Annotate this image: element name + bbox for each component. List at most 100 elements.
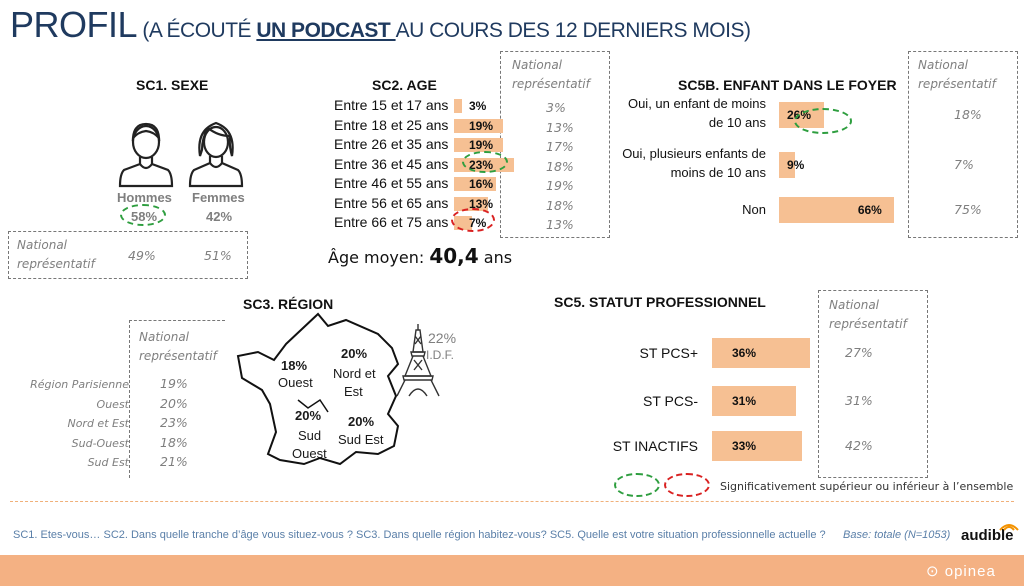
footer-base: Base: totale (N=1053) xyxy=(843,529,951,541)
map-nord-est-name2: Est xyxy=(344,384,363,399)
age-value-label: 13% xyxy=(469,196,494,211)
enfant-title: SC5B. ENFANT DANS LE FOYER xyxy=(678,77,897,93)
age-title: SC2. AGE xyxy=(372,77,437,93)
age-bar xyxy=(454,138,504,152)
statut-national-value: 27% xyxy=(845,345,873,360)
age-category-label: Entre 66 et 75 ans xyxy=(334,214,449,230)
age-bar xyxy=(454,118,504,133)
enfant-national-label: National représentatif xyxy=(918,58,996,91)
sexe-national-label: National représentatif xyxy=(17,238,95,271)
enfant-national-value: 18% xyxy=(954,107,982,122)
age-value-label: 16% xyxy=(469,177,494,191)
region-national-value: 23% xyxy=(160,415,188,430)
legend-text: Significativement supérieur ou inférieur… xyxy=(720,480,1014,493)
sexe-value-hommes: 58% xyxy=(131,209,158,224)
sexe-title: SC1. SEXE xyxy=(136,77,209,93)
age-category-label: Entre 26 et 35 ans xyxy=(334,136,449,152)
page-title: PROFIL (A ÉCOUTÉ UN PODCAST AU COURS DES… xyxy=(10,4,751,45)
region-title: SC3. RÉGION xyxy=(243,296,334,312)
enfant-national-value: 7% xyxy=(954,157,974,172)
footer-divider xyxy=(10,501,1014,502)
opinea-logo: ⊙ opinea xyxy=(926,563,996,580)
enfant-category-label: Non xyxy=(742,202,766,217)
enfant-category-label: Oui, plusieurs enfants de moins de 10 an… xyxy=(622,146,766,180)
male-icon xyxy=(118,122,174,188)
enfant-value-label: 9% xyxy=(787,158,805,172)
legend-sig-down-marker xyxy=(664,473,710,497)
footer-questions: SC1. Etes-vous… SC2. Dans quelle tranche… xyxy=(13,529,826,541)
map-sud-ouest-name1: Sud xyxy=(298,428,322,443)
enfant-national-value: 75% xyxy=(954,202,982,217)
age-national-value: 3% xyxy=(546,100,566,115)
statut-value-label: 31% xyxy=(732,394,757,408)
age-value-label: 3% xyxy=(469,99,487,113)
statut-category-label: ST PCS- xyxy=(643,393,698,409)
map-sud-est-name: Sud Est xyxy=(338,432,384,447)
sexe-value-femmes: 42% xyxy=(206,209,233,224)
map-nord-est-value: 20% xyxy=(341,346,368,361)
statut-bar xyxy=(712,386,797,416)
age-category-label: Entre 36 et 45 ans xyxy=(334,155,449,172)
sexe-national-femmes: 51% xyxy=(204,248,232,263)
age-national-value: 17% xyxy=(546,139,574,154)
age-bar xyxy=(454,196,488,211)
region-national-value: 18% xyxy=(160,434,188,450)
female-icon xyxy=(188,121,244,188)
region-national-label: Sud Est xyxy=(87,456,129,469)
map-sud-ouest-value: 20% xyxy=(295,408,322,423)
statut-title: SC5. STATUT PROFESSIONNEL xyxy=(554,294,766,310)
age-national-value: 13% xyxy=(546,217,574,232)
sexe-national-box xyxy=(8,231,248,279)
map-idf-name: I.D.F. xyxy=(426,348,455,362)
enfant-category-label: Oui, un enfant de moins de 10 ans xyxy=(627,96,766,130)
statut-national-value: 42% xyxy=(845,438,873,453)
map-sud-ouest-name2: Ouest xyxy=(292,446,327,461)
age-category-label: Entre 46 et 55 ans xyxy=(334,175,449,191)
enfant-bar xyxy=(779,152,795,178)
sexe-national-hommes: 49% xyxy=(128,248,156,263)
statut-national-value: 31% xyxy=(845,393,873,408)
age-value-label: 19% xyxy=(469,138,494,152)
age-national-label: National représentatif xyxy=(512,58,590,91)
map-ouest-value: 18% xyxy=(281,358,308,373)
map-sud-est-value: 20% xyxy=(348,414,375,429)
sig-down-marker-age-66-75 xyxy=(451,208,495,232)
statut-national-box xyxy=(818,290,928,478)
age-national-value: 18% xyxy=(546,158,574,174)
statut-category-label: ST INACTIFS xyxy=(612,438,698,454)
enfant-bar xyxy=(779,197,894,223)
sig-up-marker-hommes xyxy=(120,204,166,226)
statut-national-label: National représentatif xyxy=(829,298,907,331)
age-national-value: 18% xyxy=(546,197,574,213)
region-national-value: 20% xyxy=(160,395,188,411)
eiffel-tower-icon xyxy=(396,324,440,397)
statut-category-label: ST PCS+ xyxy=(639,345,699,361)
audible-logo: audible xyxy=(961,527,1014,544)
age-bar xyxy=(454,99,462,113)
audible-wave-icon xyxy=(999,524,1019,531)
statut-value-label: 33% xyxy=(732,439,757,453)
age-value-label: 19% xyxy=(469,118,494,133)
enfant-value-label: 66% xyxy=(857,203,882,217)
age-category-label: Entre 15 et 17 ans xyxy=(334,97,449,113)
statut-value-label: 36% xyxy=(732,346,757,360)
statut-bar xyxy=(712,338,810,368)
region-national-label: Ouest xyxy=(96,397,129,411)
age-bar xyxy=(454,177,496,191)
region-national-box xyxy=(129,320,225,478)
region-national-label: Nord et Est xyxy=(67,417,129,430)
age-national-value: 19% xyxy=(546,178,574,193)
enfant-national-box xyxy=(908,51,1018,238)
map-nord-est-name1: Nord et xyxy=(333,366,376,381)
footer-band xyxy=(0,555,1024,586)
map-idf-value: 22% xyxy=(428,330,457,346)
statut-bar xyxy=(712,431,802,461)
region-national-label: Région Parisienne xyxy=(30,378,129,391)
legend-sig-up-marker xyxy=(614,473,660,497)
region-national-label: Sud-Ouest xyxy=(71,436,129,450)
region-national-value: 21% xyxy=(160,454,188,469)
france-map xyxy=(236,312,400,466)
age-national-value: 13% xyxy=(546,119,574,135)
region-national-value: 19% xyxy=(160,376,188,391)
age-category-label: Entre 56 et 65 ans xyxy=(334,194,449,211)
